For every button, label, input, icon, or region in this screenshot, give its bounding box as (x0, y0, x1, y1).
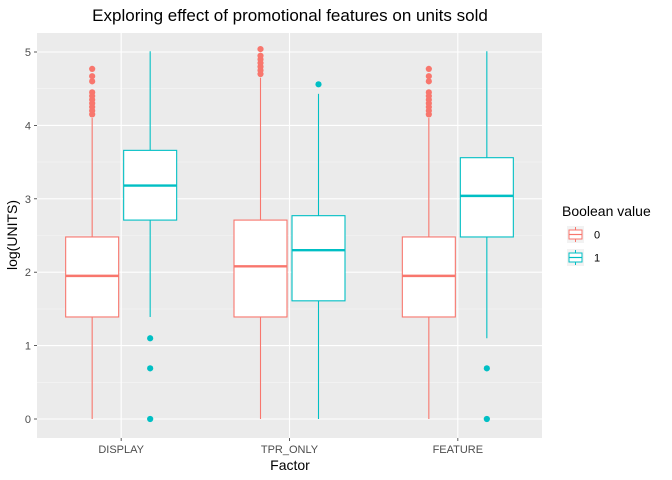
outlier-point (257, 52, 264, 59)
x-tick-label: FEATURE (433, 444, 484, 456)
outlier-point (257, 45, 264, 53)
box-tpr_only-0 (233, 45, 288, 419)
outlier-point (89, 65, 96, 72)
outlier-point (89, 73, 96, 80)
outlier-point (147, 365, 154, 372)
outlier-point (315, 81, 322, 88)
legend-title: Boolean value (562, 203, 651, 219)
box-tpr_only-1 (291, 81, 346, 419)
y-tick-label: 4 (25, 120, 31, 132)
axes: 0 1 2 3 4 5 DISPLAY TPR_ONLY FEATURE (25, 47, 483, 456)
y-tick-label: 1 (25, 341, 31, 353)
legend: Boolean value 0 1 (562, 203, 651, 266)
outlier-point (89, 78, 96, 85)
chart-title: Exploring effect of promotional features… (92, 6, 488, 25)
outlier-point (425, 89, 432, 96)
outlier-point (147, 415, 154, 423)
box-feature-0 (401, 65, 456, 419)
box-feature-1 (459, 51, 514, 423)
grid-lines (37, 33, 542, 438)
outlier-point (89, 89, 96, 96)
box-body (233, 219, 288, 318)
y-tick-label: 3 (25, 194, 31, 206)
y-axis-title: log(UNITS) (4, 200, 20, 270)
outlier-point (425, 65, 432, 72)
outlier-point (483, 365, 490, 372)
box-display-0 (65, 65, 120, 419)
outlier-point (147, 335, 154, 342)
outlier-point (483, 415, 490, 423)
outlier-point (425, 78, 432, 85)
box-body (291, 215, 346, 302)
box-marks (65, 45, 514, 423)
box-body (459, 157, 514, 238)
outlier-point (425, 73, 432, 80)
y-tick-label: 5 (25, 47, 31, 59)
y-tick-label: 2 (25, 267, 31, 279)
legend-key-1: 1 (567, 249, 600, 266)
legend-label: 1 (594, 253, 600, 265)
legend-key-0: 0 (567, 226, 600, 243)
y-tick-label: 0 (25, 414, 31, 426)
box-display-1 (123, 51, 178, 423)
x-axis-title: Factor (270, 457, 310, 473)
x-tick-label: TPR_ONLY (261, 444, 319, 456)
legend-label: 0 (594, 230, 600, 242)
x-tick-label: DISPLAY (98, 444, 144, 456)
